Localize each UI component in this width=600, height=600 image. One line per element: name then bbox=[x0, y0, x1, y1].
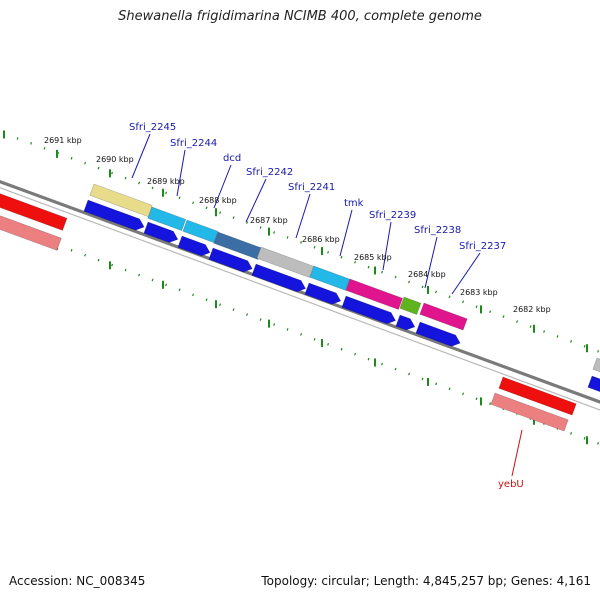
gene-label-sfri-2245[interactable]: Sfri_2245 bbox=[129, 122, 176, 133]
feature-block bbox=[399, 296, 422, 315]
feature-block bbox=[592, 357, 600, 373]
pink-feature bbox=[490, 392, 569, 432]
inner-tick-track bbox=[3, 222, 600, 445]
scale-label: 2682 kbp bbox=[513, 305, 551, 314]
genome-title: Shewanella frigidimarina NCIMB 400, comp… bbox=[118, 9, 482, 24]
leader-line bbox=[176, 149, 186, 197]
gene-label-yebu[interactable]: yebU bbox=[498, 479, 524, 490]
leader-line bbox=[131, 133, 151, 179]
scale-label: 2686 kbp bbox=[302, 235, 340, 244]
scale-label: 2691 kbp bbox=[44, 136, 82, 145]
cds-arrow bbox=[177, 235, 211, 257]
cds-arrow bbox=[304, 282, 342, 305]
cds-arrow bbox=[587, 375, 600, 393]
cds-arrow bbox=[143, 221, 179, 243]
feature-track bbox=[0, 183, 600, 432]
leader-line bbox=[295, 193, 311, 239]
feature-block bbox=[419, 302, 468, 331]
feature-block bbox=[345, 278, 403, 310]
backbone-shadow bbox=[0, 187, 600, 411]
cds-arrow bbox=[251, 263, 307, 293]
genome-stats-text: Topology: circular; Length: 4,845,257 bp… bbox=[261, 574, 591, 588]
leader-line bbox=[339, 209, 353, 257]
red-feature bbox=[0, 193, 68, 231]
feature-block bbox=[256, 246, 314, 278]
scale-label: 2687 kbp bbox=[250, 216, 288, 225]
gene-label-sfri-2238[interactable]: Sfri_2238 bbox=[414, 225, 461, 236]
leader-line bbox=[451, 252, 481, 295]
feature-block bbox=[213, 231, 263, 260]
red-feature bbox=[498, 376, 577, 416]
cds-arrow bbox=[341, 295, 397, 325]
gene-label-sfri-2244[interactable]: Sfri_2244 bbox=[170, 138, 217, 149]
accession-text: Accession: NC_008345 bbox=[9, 574, 146, 588]
label-leader-lines bbox=[131, 133, 523, 477]
feature-block bbox=[89, 183, 153, 217]
feature-block bbox=[182, 219, 219, 244]
cds-arrow bbox=[208, 247, 253, 273]
scale-label: 2684 kbp bbox=[408, 270, 446, 279]
leader-line bbox=[382, 221, 392, 271]
gene-label-sfri-2237[interactable]: Sfri_2237 bbox=[459, 241, 506, 252]
feature-block bbox=[147, 206, 187, 232]
pink-feature bbox=[0, 215, 62, 251]
leader-line bbox=[213, 164, 232, 209]
scale-label: 2683 kbp bbox=[460, 288, 498, 297]
scale-label: 2688 kbp bbox=[199, 196, 237, 205]
gene-label-sfri-2239[interactable]: Sfri_2239 bbox=[369, 210, 416, 221]
gene-label-tmk[interactable]: tmk bbox=[344, 198, 364, 209]
outer-tick-track bbox=[3, 130, 600, 353]
feature-block bbox=[309, 265, 351, 291]
cds-arrow bbox=[83, 199, 145, 231]
gene-label-dcd[interactable]: dcd bbox=[223, 153, 241, 164]
scale-label: 2685 kbp bbox=[354, 253, 392, 262]
gene-label-sfri-2241[interactable]: Sfri_2241 bbox=[288, 182, 335, 193]
leader-line bbox=[424, 236, 438, 289]
scale-label: 2689 kbp bbox=[147, 177, 185, 186]
scale-label: 2690 kbp bbox=[96, 155, 134, 164]
genome-backbone bbox=[0, 179, 600, 411]
leader-line bbox=[245, 178, 267, 223]
leader-line bbox=[511, 429, 523, 477]
backbone-line bbox=[0, 179, 600, 404]
cds-arrow bbox=[415, 321, 461, 347]
gene-label-sfri-2242[interactable]: Sfri_2242 bbox=[246, 167, 293, 178]
cds-arrow bbox=[395, 314, 416, 331]
